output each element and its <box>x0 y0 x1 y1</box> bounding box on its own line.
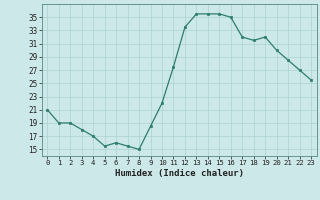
X-axis label: Humidex (Indice chaleur): Humidex (Indice chaleur) <box>115 169 244 178</box>
